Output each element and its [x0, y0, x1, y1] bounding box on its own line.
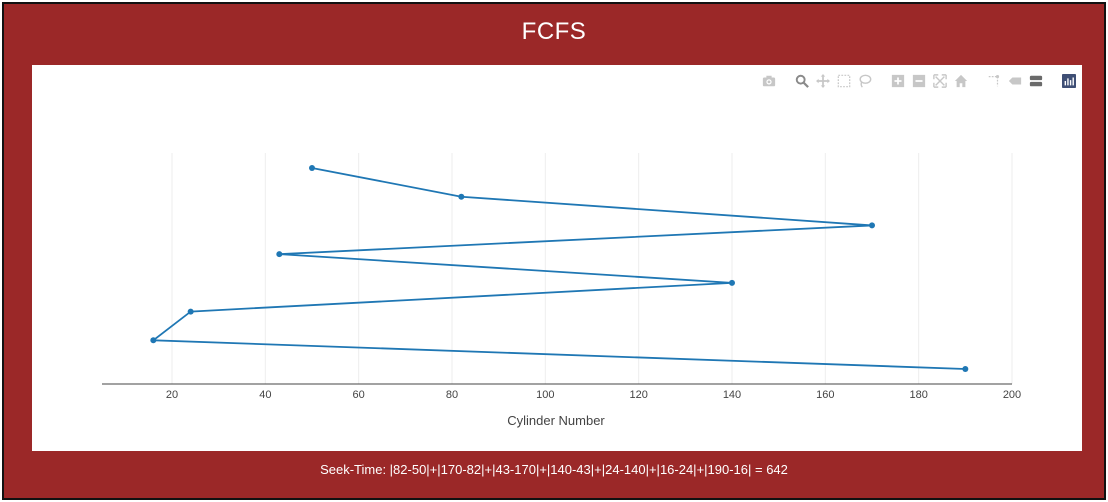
data-point-4[interactable]: [729, 279, 735, 286]
chart-panel: 20 40 60 80 100 120 140 160 180 200 Cylinder Numb…: [32, 65, 1082, 451]
zoom-in-icon[interactable]: [890, 73, 905, 88]
x-axis-title: Cylinder Number: [507, 413, 605, 428]
x-tick-label: 100: [536, 389, 554, 401]
data-point-1[interactable]: [458, 193, 465, 200]
page-title: FCFS: [521, 18, 587, 45]
x-tick-label: 40: [259, 389, 271, 401]
reset-axes-icon[interactable]: [953, 73, 968, 88]
x-tick-label: 80: [446, 389, 458, 401]
autoscale-icon[interactable]: [932, 73, 947, 88]
zoom-icon[interactable]: [794, 73, 809, 88]
data-point-5[interactable]: [187, 308, 194, 315]
data-point-6[interactable]: [150, 337, 157, 344]
x-tick-label: 20: [166, 389, 178, 401]
x-tick-label: 140: [723, 389, 741, 401]
gridlines: [171, 153, 1013, 384]
lasso-icon[interactable]: [857, 73, 872, 88]
data-point-7[interactable]: [962, 366, 969, 372]
spike-lines-icon[interactable]: [986, 73, 1001, 88]
x-tick-label: 120: [629, 389, 647, 401]
zoom-out-icon[interactable]: [911, 73, 926, 88]
series-group: [150, 165, 969, 372]
modebar: [761, 73, 1076, 88]
fcfs-chart[interactable]: 20 40 60 80 100 120 140 160 180 200 Cylinder Numb…: [32, 65, 1082, 451]
data-point-0[interactable]: [309, 165, 315, 171]
pan-icon[interactable]: [815, 73, 830, 88]
seek-time-summary: Seek-Time: |82-50|+|170-82|+|43-170|+|14…: [320, 462, 788, 477]
hover-compare-icon[interactable]: [1028, 73, 1043, 88]
series-line: [150, 167, 966, 370]
x-tick-label: 180: [909, 389, 927, 401]
data-point-3[interactable]: [276, 251, 283, 258]
x-tick-labels: 20 40 60 80 100 120 140 160 180 200: [166, 389, 1021, 401]
x-tick-label: 160: [816, 389, 834, 401]
box-select-icon[interactable]: [836, 73, 851, 88]
data-point-2[interactable]: [869, 222, 875, 229]
x-tick-label: 60: [353, 389, 365, 401]
x-tick-label: 200: [1003, 389, 1021, 401]
plotly-logo-icon[interactable]: [1061, 73, 1076, 88]
hover-closest-icon[interactable]: [1007, 73, 1022, 88]
camera-icon[interactable]: [761, 73, 776, 88]
